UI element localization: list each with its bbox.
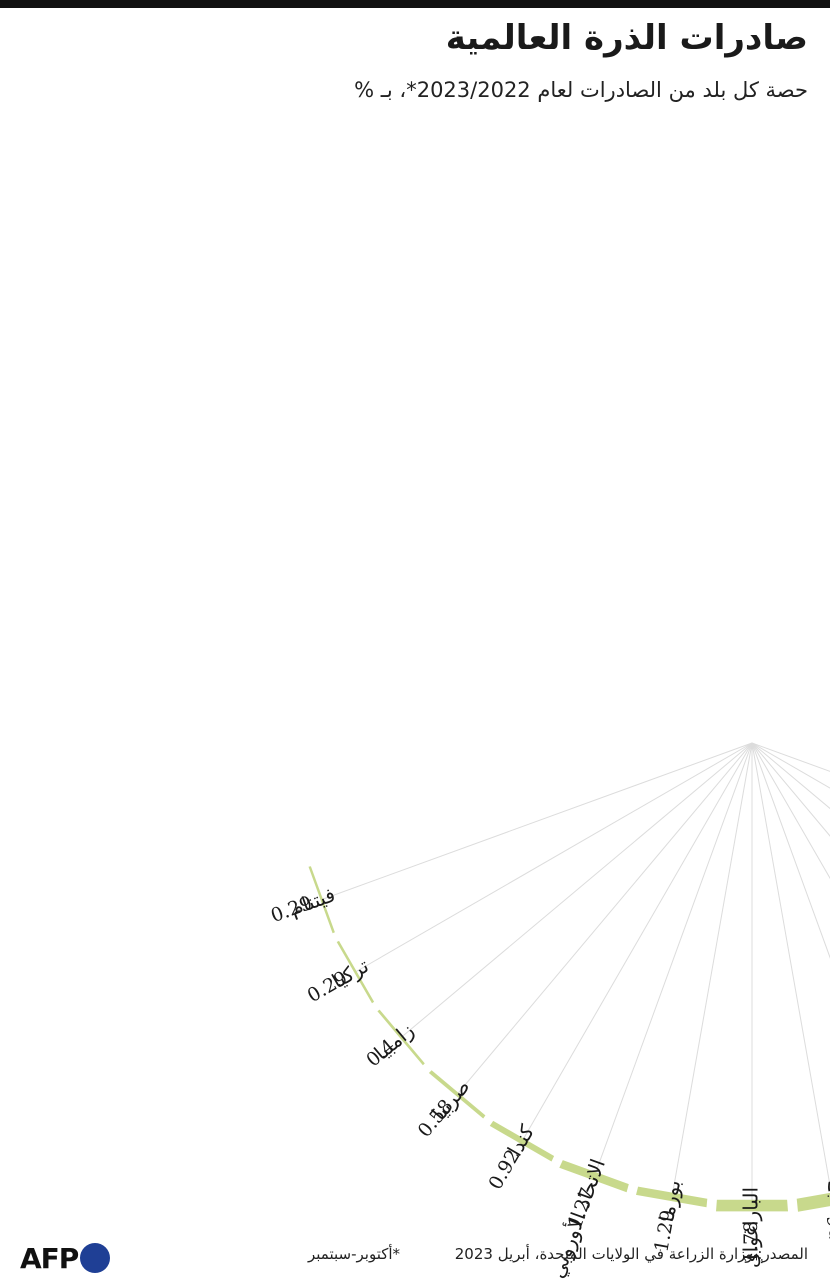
footnote-text: *أكتوبر-سبتمبر <box>308 1245 401 1263</box>
chart-subtitle: حصة كل بلد من الصادرات لعام 2023/2022*، … <box>354 78 808 102</box>
spoke-line <box>751 742 830 837</box>
afp-logo-text: AFP <box>20 1241 79 1275</box>
bar <box>716 1199 788 1212</box>
value-label: 1.78 <box>740 1221 762 1263</box>
spoke-line <box>594 742 753 1174</box>
spoke-lines <box>321 742 830 1201</box>
bar <box>796 1192 830 1212</box>
category-label: الباراغواي <box>739 1187 764 1268</box>
top-bar <box>0 0 830 8</box>
spoke-line <box>522 742 753 1140</box>
bar <box>489 1120 555 1162</box>
bar <box>377 1009 425 1066</box>
spoke-line <box>751 742 830 772</box>
value-label: 1.96 <box>823 1213 830 1258</box>
spoke-line <box>355 742 753 973</box>
spoke-line <box>751 742 830 880</box>
bar <box>428 1070 486 1119</box>
spoke-line <box>400 742 753 1038</box>
afp-logo: AFP <box>20 1238 111 1278</box>
spoke-line <box>321 742 753 901</box>
spoke-line <box>751 742 830 1189</box>
bar <box>559 1160 629 1193</box>
bars <box>308 866 830 1212</box>
spoke-line <box>751 742 830 959</box>
spoke-line <box>751 742 830 810</box>
bar <box>308 866 335 934</box>
value-label: 1.27 <box>564 1185 599 1232</box>
spoke-line <box>672 742 753 1195</box>
source-text: المصدر: وزارة الزراعة في الولايات المتحد… <box>454 1245 808 1263</box>
spoke-line <box>751 742 830 789</box>
value-label: 0.29 <box>268 892 315 927</box>
bar <box>636 1186 708 1208</box>
afp-logo-dot-icon <box>80 1243 111 1273</box>
bar <box>336 940 375 1004</box>
chart-title: صادرات الذرة العالمية <box>445 18 808 58</box>
spoke-line <box>457 742 753 1095</box>
